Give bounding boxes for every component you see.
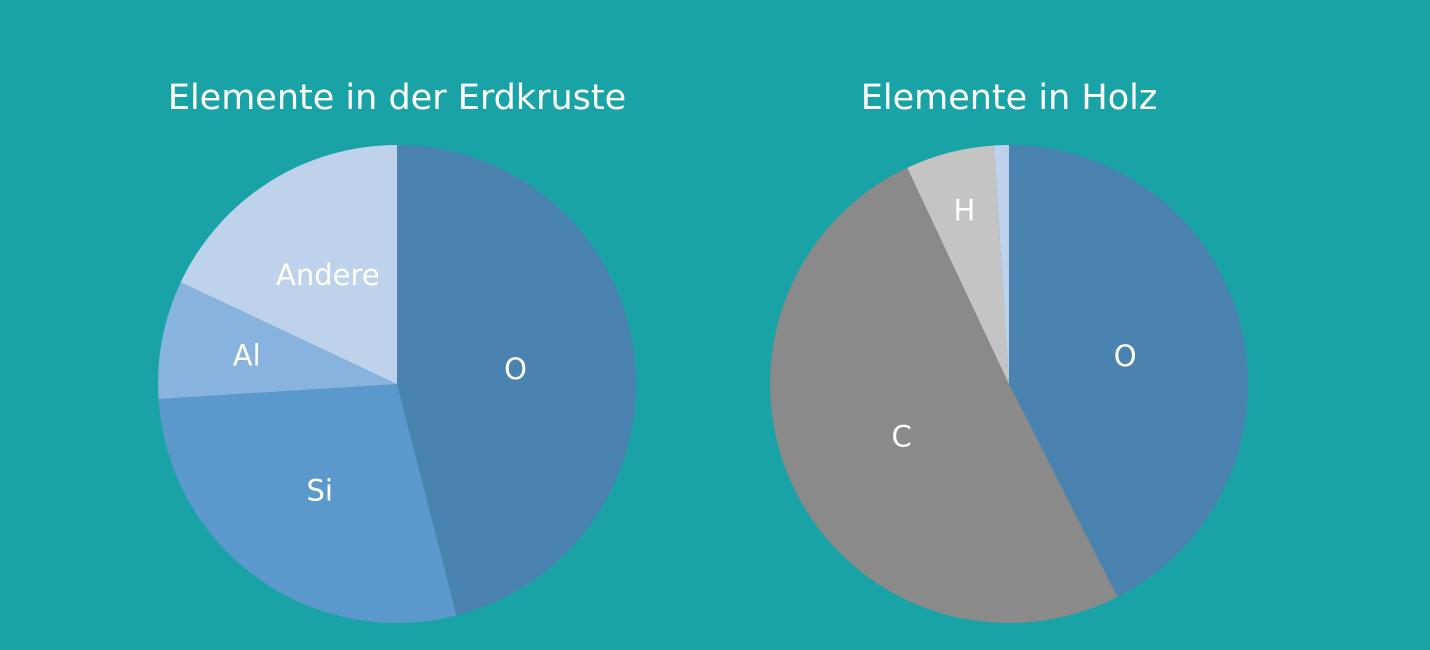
pie-slice-holz-1 xyxy=(769,167,1118,624)
pie-slice-erdkruste-2 xyxy=(157,282,397,400)
pie-label-erdkruste-3: Andere xyxy=(276,258,380,292)
pie-slice-holz-2 xyxy=(907,145,1009,384)
pie-label-erdkruste-0: O xyxy=(504,352,527,386)
chart-title-erdkruste: Elemente in der Erdkruste xyxy=(167,78,627,118)
pie-label-holz-0: O xyxy=(1114,339,1137,373)
chart-title-holz: Elemente in Holz xyxy=(860,78,1158,118)
pie-slice-holz-3 xyxy=(993,145,1009,384)
pie-label-holz-1: C xyxy=(892,420,912,454)
pie-slice-holz-0 xyxy=(1009,145,1248,597)
pie-label-erdkruste-2: Al xyxy=(233,338,261,372)
pie-slice-erdkruste-1 xyxy=(158,384,457,623)
pie-slice-erdkruste-3 xyxy=(180,145,397,384)
pie-label-erdkruste-1: Si xyxy=(307,473,333,507)
pie-label-holz-2: H xyxy=(954,193,976,227)
pie-slice-erdkruste-0 xyxy=(397,145,637,616)
